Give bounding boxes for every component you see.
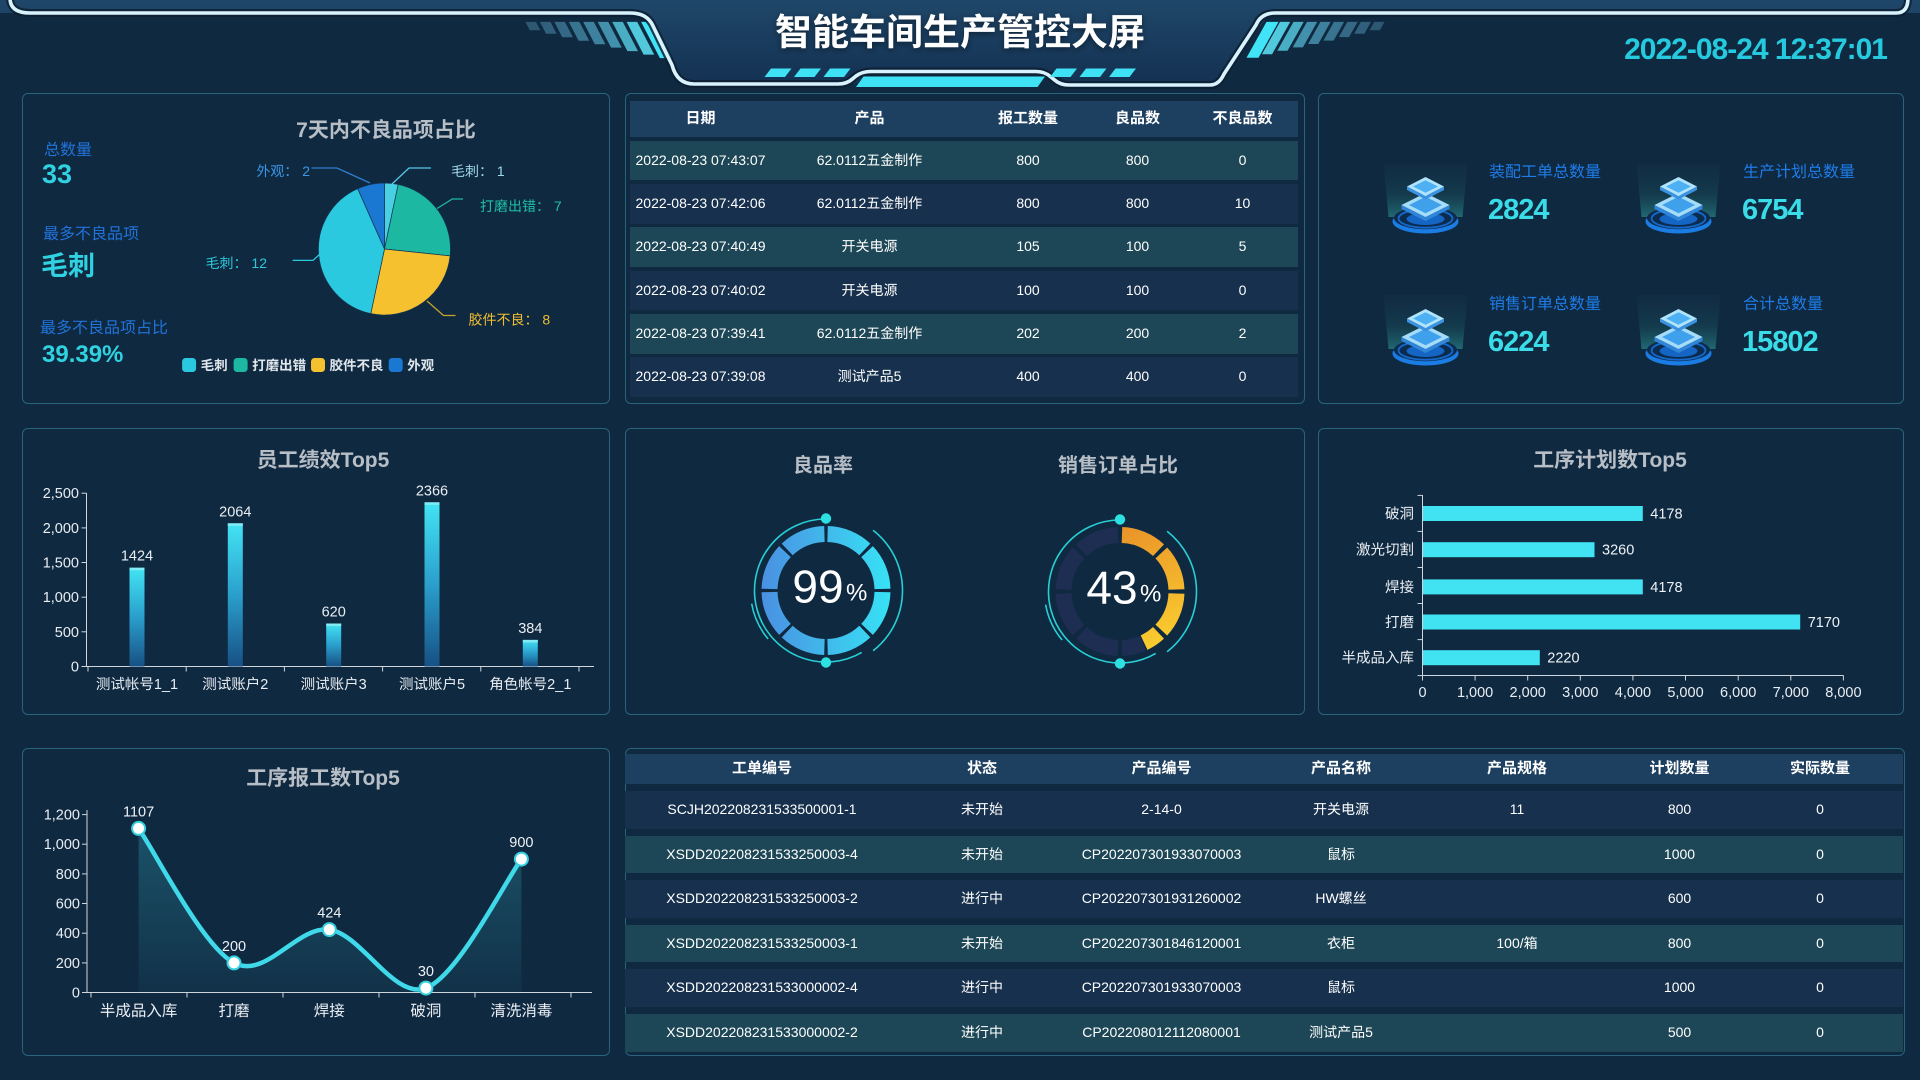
- svg-text:800: 800: [56, 867, 80, 883]
- svg-text:400: 400: [56, 926, 80, 942]
- svg-text:%: %: [1140, 581, 1161, 608]
- svg-text:%: %: [846, 580, 867, 607]
- svg-text:测试账户5: 测试账户5: [399, 676, 465, 693]
- svg-text:0: 0: [1418, 685, 1426, 701]
- svg-text:200: 200: [222, 939, 246, 955]
- svg-text:1,200: 1,200: [44, 808, 80, 824]
- svg-text:胶件不良： 8: 胶件不良： 8: [469, 312, 551, 328]
- svg-text:1,000: 1,000: [43, 590, 79, 606]
- svg-text:1,000: 1,000: [44, 837, 80, 853]
- svg-text:4178: 4178: [1650, 580, 1682, 596]
- svg-text:1,500: 1,500: [43, 556, 79, 572]
- svg-text:毛刺： 12: 毛刺： 12: [206, 255, 268, 271]
- svg-text:破洞: 破洞: [1385, 506, 1414, 523]
- svg-text:7,000: 7,000: [1773, 685, 1809, 701]
- svg-text:4178: 4178: [1650, 507, 1682, 523]
- svg-text:打磨: 打磨: [218, 1002, 249, 1020]
- svg-text:500: 500: [55, 625, 79, 641]
- svg-text:角色帐号2_1: 角色帐号2_1: [489, 676, 571, 693]
- svg-text:毛刺： 1: 毛刺： 1: [451, 163, 505, 179]
- svg-text:2,000: 2,000: [1510, 685, 1546, 701]
- svg-text:6,000: 6,000: [1720, 685, 1756, 701]
- svg-text:0: 0: [72, 986, 80, 1002]
- svg-text:30: 30: [418, 964, 434, 980]
- svg-text:焊接: 焊接: [1385, 579, 1414, 596]
- svg-text:2220: 2220: [1547, 651, 1579, 667]
- svg-text:2,500: 2,500: [43, 486, 79, 502]
- svg-text:破洞: 破洞: [410, 1002, 441, 1020]
- svg-text:620: 620: [322, 605, 346, 621]
- svg-text:胶件不良: 胶件不良: [330, 358, 384, 373]
- svg-text:打磨出错： 7: 打磨出错： 7: [480, 198, 562, 214]
- svg-text:激光切割: 激光切割: [1356, 542, 1414, 559]
- svg-text:打磨: 打磨: [1385, 614, 1414, 631]
- svg-text:4,000: 4,000: [1615, 685, 1651, 701]
- svg-text:测试账户3: 测试账户3: [301, 676, 367, 693]
- svg-text:毛刺: 毛刺: [201, 358, 228, 373]
- svg-text:测试帐号1_1: 测试帐号1_1: [96, 676, 178, 693]
- svg-text:3,000: 3,000: [1562, 685, 1598, 701]
- svg-text:2,000: 2,000: [43, 521, 79, 537]
- svg-text:打磨出错: 打磨出错: [252, 358, 306, 373]
- svg-text:2064: 2064: [219, 504, 251, 520]
- svg-text:3260: 3260: [1602, 543, 1634, 559]
- svg-text:200: 200: [56, 956, 80, 972]
- svg-text:5,000: 5,000: [1667, 685, 1703, 701]
- svg-text:0: 0: [71, 660, 79, 676]
- svg-text:7170: 7170: [1808, 615, 1840, 631]
- svg-text:8,000: 8,000: [1825, 685, 1861, 701]
- svg-text:600: 600: [56, 897, 80, 913]
- svg-text:384: 384: [518, 621, 542, 637]
- svg-text:清洗消毒: 清洗消毒: [490, 1002, 552, 1020]
- svg-text:半成品入库: 半成品入库: [100, 1002, 178, 1020]
- svg-text:99: 99: [792, 561, 843, 613]
- svg-text:1424: 1424: [121, 549, 153, 565]
- svg-text:2366: 2366: [416, 483, 448, 499]
- svg-text:1,000: 1,000: [1457, 685, 1493, 701]
- svg-text:半成品入库: 半成品入库: [1342, 650, 1415, 667]
- svg-text:焊接: 焊接: [314, 1003, 345, 1020]
- svg-text:900: 900: [509, 835, 533, 851]
- svg-text:外观: 外观: [407, 358, 434, 373]
- svg-text:424: 424: [317, 906, 341, 922]
- svg-text:测试账户2: 测试账户2: [202, 676, 268, 693]
- svg-text:43: 43: [1086, 562, 1137, 614]
- svg-text:1107: 1107: [123, 804, 154, 820]
- svg-text:外观： 2: 外观： 2: [256, 163, 310, 179]
